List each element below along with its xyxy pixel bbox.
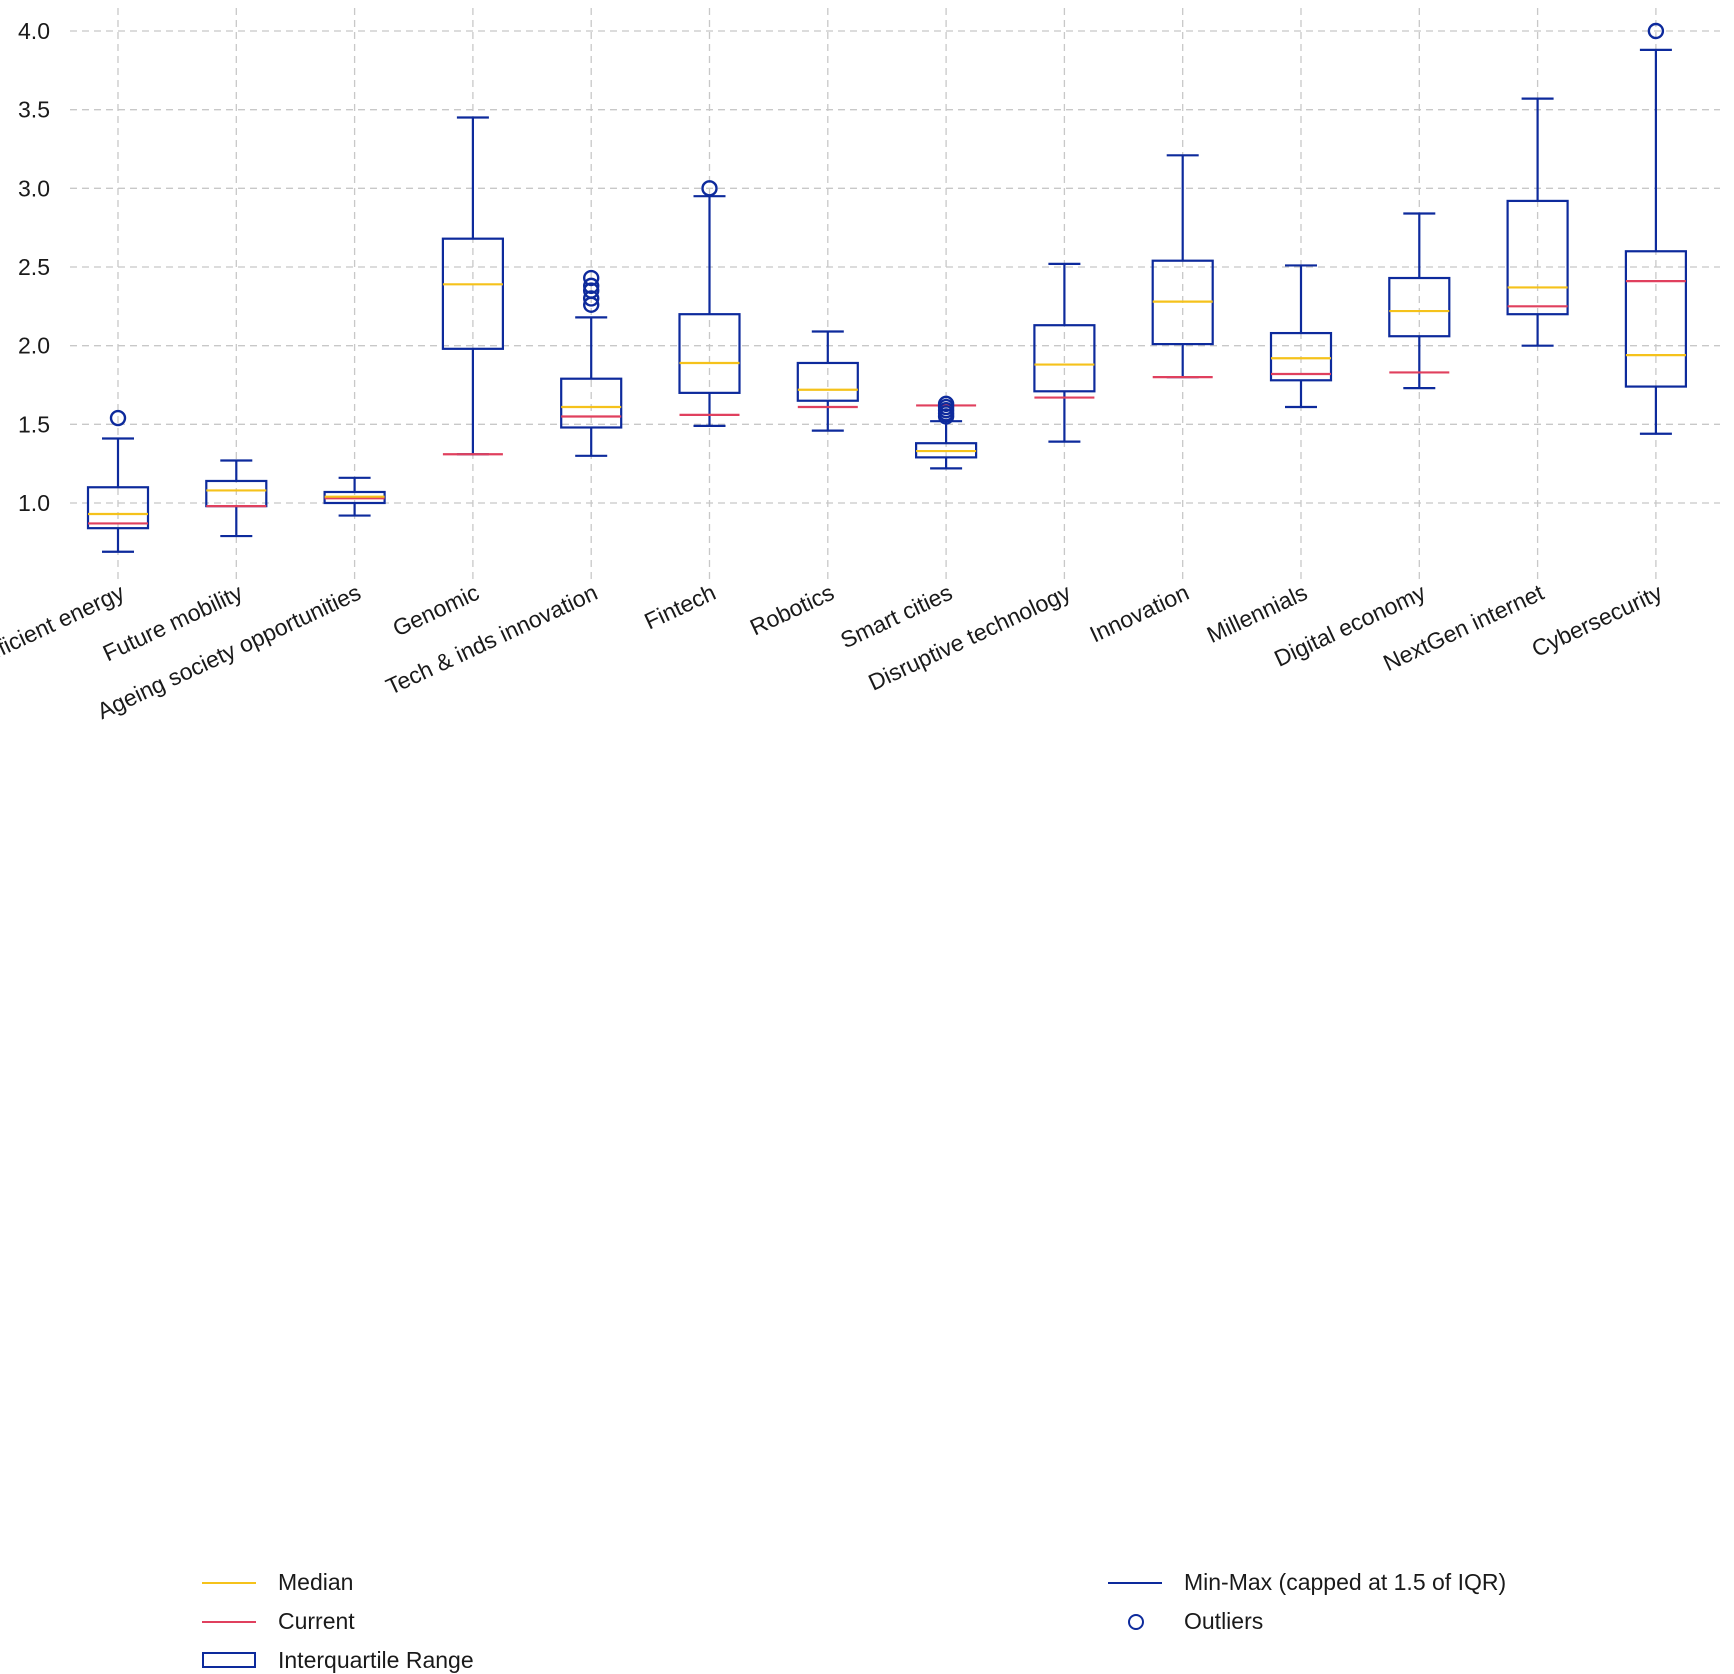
- outlier-point: [701, 180, 718, 197]
- iqr-box: [678, 313, 741, 394]
- box-13: [1506, 97, 1569, 347]
- legend-outliers-label: Outliers: [1184, 1608, 1264, 1634]
- x-tick-label: Disruptive technology: [864, 579, 1075, 696]
- box-plot-chart: 1.0 1.5 2.0 2.5 3.0 3.5 4.0 Efficient energy Fu…: [0, 8, 1720, 1673]
- x-tick-label: Innovation: [1086, 579, 1193, 647]
- box-3: [323, 476, 386, 517]
- outlier-point: [583, 282, 600, 299]
- legend-item-outliers: Outliers: [1106, 1608, 1263, 1635]
- iqr-box: [1388, 276, 1451, 338]
- box-5: [560, 269, 623, 457]
- iqr-box: [1269, 331, 1333, 382]
- iqr-box: [441, 237, 504, 350]
- x-tick-label: Cybersecurity: [1528, 579, 1667, 662]
- legend-current-swatch: [200, 1610, 258, 1634]
- legend-item-minmax: Min-Max (capped at 1.5 of IQR): [1106, 1569, 1506, 1596]
- legend-item-iqr: Interquartile Range: [200, 1647, 474, 1674]
- outlier-point: [1647, 22, 1665, 40]
- iqr-box: [796, 361, 859, 402]
- boxes: [86, 22, 1688, 553]
- box-10: [1151, 154, 1214, 379]
- legend-item-current: Current: [200, 1608, 355, 1635]
- legend-minmax-swatch: [1106, 1571, 1164, 1595]
- outlier-point: [937, 395, 955, 413]
- x-tick-label: Fintech: [640, 579, 719, 634]
- legend-iqr-swatch: [200, 1649, 258, 1673]
- y-tick-label: 3.0: [18, 175, 50, 201]
- iqr-box: [560, 377, 623, 429]
- legend-median-label: Median: [278, 1569, 354, 1595]
- gridlines: [70, 8, 1720, 580]
- box-9: [1033, 262, 1096, 443]
- box-4: [441, 116, 504, 456]
- x-tick-label: Robotics: [746, 579, 838, 640]
- box-6: [678, 180, 741, 428]
- chart-canvas: 1.0 1.5 2.0 2.5 3.0 3.5 4.0 Efficient energyFu…: [0, 8, 1720, 724]
- legend-iqr-label: Interquartile Range: [278, 1647, 474, 1673]
- box-12: [1388, 212, 1451, 390]
- outlier-point: [109, 409, 127, 427]
- y-axis-ticks: 1.0 1.5 2.0 2.5 3.0 3.5 4.0: [18, 18, 50, 516]
- box-11: [1269, 264, 1333, 409]
- box-14: [1624, 22, 1688, 435]
- iqr-box: [1033, 324, 1096, 393]
- legend-item-median: Median: [200, 1569, 353, 1596]
- y-tick-label: 1.5: [18, 411, 50, 437]
- box-7: [796, 330, 859, 432]
- y-tick-label: 3.5: [18, 97, 50, 123]
- y-tick-label: 2.5: [18, 254, 50, 280]
- iqr-box: [86, 486, 150, 530]
- x-tick-label: Tech & inds innovation: [382, 579, 602, 700]
- iqr-box: [1624, 250, 1688, 388]
- box-8: [914, 395, 978, 470]
- legend-minmax-label: Min-Max (capped at 1.5 of IQR): [1184, 1569, 1507, 1595]
- iqr-box: [1506, 199, 1569, 316]
- box-1: [86, 409, 150, 553]
- x-tick-label: Genomic: [389, 579, 483, 641]
- outlier-point: [583, 290, 600, 307]
- y-tick-label: 4.0: [18, 18, 50, 44]
- y-tick-label: 2.0: [18, 333, 50, 359]
- outlier-point: [583, 269, 600, 287]
- legend-median-swatch: [200, 1571, 258, 1595]
- box-2: [205, 459, 268, 538]
- legend-outliers-swatch: [1106, 1610, 1164, 1634]
- legend-current-label: Current: [278, 1608, 355, 1634]
- outlier-point: [583, 277, 600, 295]
- y-tick-label: 1.0: [18, 490, 50, 516]
